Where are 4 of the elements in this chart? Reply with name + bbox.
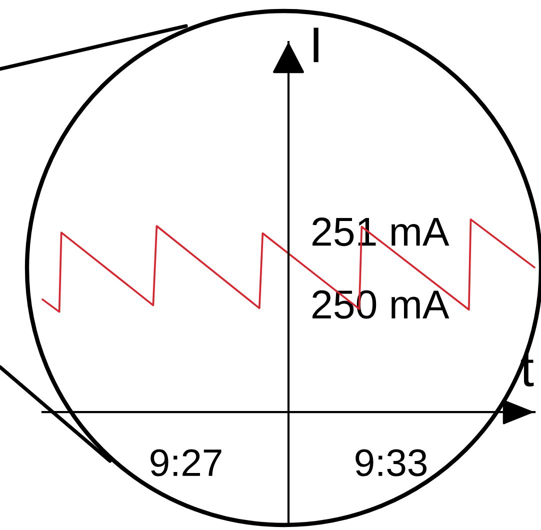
- y-tick-label: 250 mA: [312, 290, 450, 319]
- x-tick-label: 9:33: [356, 449, 426, 476]
- x-tick-label: 9:27: [150, 449, 222, 476]
- y-axis-title: I: [314, 28, 318, 62]
